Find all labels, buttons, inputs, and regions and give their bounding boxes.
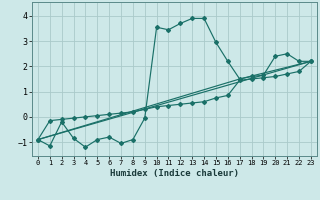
X-axis label: Humidex (Indice chaleur): Humidex (Indice chaleur) — [110, 169, 239, 178]
